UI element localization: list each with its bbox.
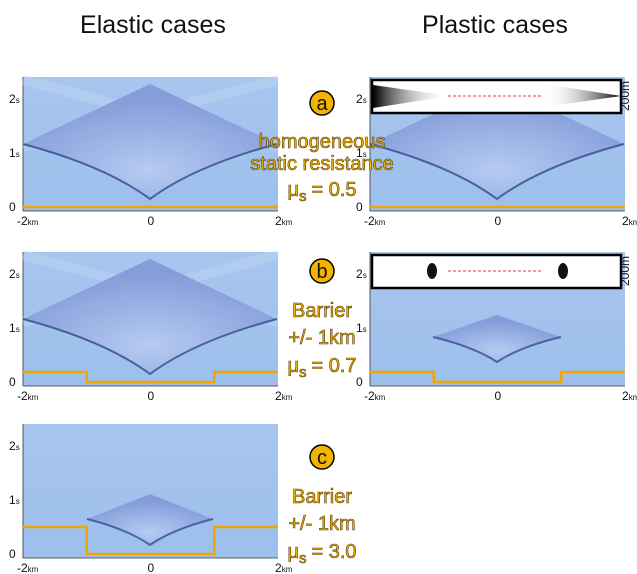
x-tick-label: 2km	[622, 214, 637, 228]
x-tick-label: -2km	[364, 214, 386, 228]
x-tick-unit: km	[375, 218, 386, 227]
mu-subscript: s	[299, 550, 307, 567]
column-title: Plastic cases	[422, 11, 568, 39]
y-tick-label: 0	[9, 200, 16, 214]
x-tick-unit: km	[282, 218, 293, 227]
mu-value: = 3.0	[311, 541, 356, 563]
mu-subscript: s	[299, 188, 307, 205]
friction-coefficient: μs= 0.7	[287, 355, 356, 381]
y-tick-label: 0	[356, 200, 363, 214]
x-tick-label: 0	[495, 214, 502, 228]
y-tick-label: 2s	[9, 439, 20, 453]
panel-label: a	[316, 93, 328, 115]
y-tick-value: 0	[356, 200, 363, 214]
mu-symbol: μ	[287, 179, 299, 201]
case-description: static resistance	[250, 153, 393, 175]
panel-label: c	[317, 447, 327, 469]
y-tick-value: 0	[9, 375, 16, 389]
y-tick-label: 1s	[9, 493, 20, 507]
y-tick-unit: s	[363, 96, 367, 105]
figure: Elastic cases Plastic cases 01s2s-2km02k…	[0, 0, 637, 574]
y-tick-unit: s	[16, 271, 20, 280]
y-tick-label: 0	[356, 375, 363, 389]
friction-coefficient: μs= 0.5	[287, 179, 356, 205]
x-tick-label: 2km	[275, 214, 293, 228]
y-tick-label: 2s	[9, 267, 20, 281]
x-tick-unit: km	[375, 393, 386, 402]
y-tick-value: 0	[356, 375, 363, 389]
y-tick-label: 2s	[356, 92, 367, 106]
y-tick-unit: s	[16, 497, 20, 506]
x-tick-label: 0	[148, 214, 155, 228]
x-tick-value: 0	[495, 389, 502, 403]
x-tick-unit: km	[282, 393, 293, 402]
y-tick-label: 1s	[356, 321, 367, 335]
mu-subscript: s	[299, 364, 307, 381]
mu-value: = 0.7	[311, 355, 356, 377]
y-tick-unit: s	[16, 325, 20, 334]
x-tick-value: 0	[148, 389, 155, 403]
y-tick-value: 0	[9, 200, 16, 214]
inset-scale-label: 200m	[618, 81, 632, 111]
case-description: +/- 1km	[288, 327, 355, 349]
y-tick-unit: s	[16, 150, 20, 159]
y-tick-unit: s	[16, 443, 20, 452]
x-tick-unit: km	[28, 393, 39, 402]
y-tick-label: 0	[9, 375, 16, 389]
x-tick-unit: km	[28, 565, 39, 574]
friction-coefficient: μs= 3.0	[287, 541, 356, 567]
x-tick-value: -2	[364, 389, 375, 403]
case-description: Barrier	[292, 486, 352, 508]
x-tick-value: -2	[364, 214, 375, 228]
mu-value: = 0.5	[311, 179, 356, 201]
x-tick-value: -2	[17, 389, 28, 403]
x-tick-label: -2km	[17, 389, 39, 403]
y-tick-label: 0	[9, 547, 16, 561]
x-tick-label: -2km	[17, 214, 39, 228]
y-tick-label: 1s	[9, 146, 20, 160]
y-tick-label: 2s	[9, 92, 20, 106]
y-tick-value: 0	[9, 547, 16, 561]
y-tick-label: 1s	[9, 321, 20, 335]
x-tick-label: 0	[148, 389, 155, 403]
y-tick-label: 2s	[356, 267, 367, 281]
mu-symbol: μ	[287, 541, 299, 563]
mu-symbol: μ	[287, 355, 299, 377]
x-tick-label: -2km	[364, 389, 386, 403]
x-tick-label: 2km	[275, 389, 293, 403]
y-tick-unit: s	[16, 96, 20, 105]
x-tick-value: -2	[17, 214, 28, 228]
x-tick-value: 0	[495, 214, 502, 228]
x-tick-unit: km	[629, 393, 637, 402]
x-tick-value: -2	[17, 561, 28, 574]
y-tick-unit: s	[363, 271, 367, 280]
x-tick-label: 0	[148, 561, 155, 574]
case-description: homogeneous	[259, 131, 386, 153]
inset-scale-label: 200m	[618, 256, 632, 286]
x-tick-unit: km	[28, 218, 39, 227]
x-tick-value: 0	[148, 214, 155, 228]
plastic-zone	[558, 263, 568, 279]
column-title: Elastic cases	[80, 11, 226, 39]
plastic-zone	[427, 263, 437, 279]
case-description: +/- 1km	[288, 513, 355, 535]
x-tick-label: -2km	[17, 561, 39, 574]
case-description: Barrier	[292, 300, 352, 322]
panel-label: b	[316, 261, 327, 283]
x-tick-label: 0	[495, 389, 502, 403]
y-tick-unit: s	[363, 325, 367, 334]
x-tick-value: 0	[148, 561, 155, 574]
x-tick-unit: km	[282, 565, 293, 574]
inset-box	[372, 255, 621, 288]
x-tick-label: 2km	[622, 389, 637, 403]
x-tick-unit: km	[629, 218, 637, 227]
